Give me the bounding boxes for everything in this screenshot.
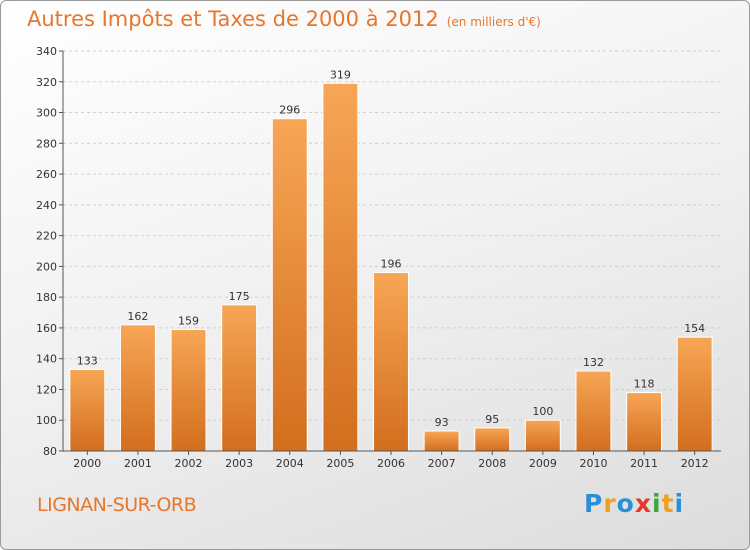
x-tick-label: 2009	[529, 457, 557, 470]
bar-value-label: 132	[583, 356, 604, 369]
y-tick-label: 180	[36, 291, 57, 304]
bar	[524, 419, 561, 452]
bar-value-label: 95	[485, 413, 499, 426]
chart-title: Autres Impôts et Taxes de 2000 à 2012 (en…	[27, 7, 541, 31]
bar	[69, 368, 106, 452]
x-tick-label: 2004	[276, 457, 304, 470]
chart-subtitle: (en milliers d'€)	[446, 15, 541, 29]
y-tick-label: 140	[36, 353, 57, 366]
bar-value-label: 159	[178, 314, 199, 327]
logo-letter: i	[674, 489, 685, 518]
x-tick-label: 2011	[630, 457, 658, 470]
bar	[221, 304, 258, 452]
bar	[271, 118, 308, 452]
bar-value-label: 154	[684, 322, 705, 335]
bar	[373, 272, 409, 452]
y-tick-label: 240	[36, 199, 57, 212]
logo-letter: o	[616, 489, 635, 518]
x-tick-label: 2008	[478, 457, 506, 470]
bar-value-label: 100	[532, 405, 553, 418]
y-tick-label: 120	[36, 383, 57, 396]
bar-value-label: 196	[381, 258, 402, 271]
bar	[676, 336, 713, 452]
logo-letter: r	[603, 489, 617, 518]
logo-letter: t	[661, 489, 675, 518]
x-tick-label: 2000	[73, 457, 101, 470]
bars: 133 162 159 175 296 319 196 93 95 100 132 118 154	[69, 68, 713, 452]
bar	[423, 430, 460, 452]
bar	[322, 82, 359, 452]
bar-value-label: 118	[634, 378, 655, 391]
y-tick-label: 160	[36, 322, 57, 335]
bar	[474, 427, 511, 452]
x-tick-label: 2012	[681, 457, 709, 470]
y-tick-label: 280	[36, 137, 57, 150]
logo-letter: x	[634, 489, 652, 518]
y-tick-label: 320	[36, 76, 57, 89]
bar	[626, 392, 663, 452]
bar	[119, 324, 156, 452]
y-tick-label: 100	[36, 414, 57, 427]
bar-value-label: 319	[330, 68, 351, 81]
y-tick-label: 80	[43, 445, 57, 458]
bar-value-label: 296	[279, 104, 300, 117]
town-name: LIGNAN-SUR-ORB	[37, 494, 197, 516]
y-tick-label: 260	[36, 168, 57, 181]
x-tick-label: 2006	[377, 457, 405, 470]
x-axis: 2000 2001 2002 2003 2004 2005 2006 2007 2008 2009…	[63, 450, 721, 470]
logo-letter: i	[652, 489, 662, 518]
y-axis: 80 100 120 140 160 180 200 220 240 260 280 300 320 34…	[36, 45, 64, 458]
x-tick-label: 2005	[326, 457, 354, 470]
bar-value-label: 133	[77, 354, 98, 367]
bar	[170, 328, 207, 452]
x-tick-label: 2007	[428, 457, 456, 470]
x-tick-label: 2003	[225, 457, 253, 470]
y-tick-label: 220	[36, 230, 57, 243]
bar-value-label: 93	[435, 416, 449, 429]
logo-letter: P	[584, 489, 604, 518]
proxiti-logo: Proxiti	[584, 489, 684, 518]
bar	[575, 370, 612, 452]
x-tick-label: 2001	[124, 457, 152, 470]
y-tick-label: 200	[36, 260, 57, 273]
y-tick-label: 300	[36, 107, 57, 120]
bar-value-label: 175	[229, 290, 250, 303]
x-tick-label: 2002	[175, 457, 203, 470]
y-tick-label: 340	[36, 45, 57, 58]
bar-value-label: 162	[127, 310, 148, 323]
x-tick-label: 2010	[579, 457, 607, 470]
